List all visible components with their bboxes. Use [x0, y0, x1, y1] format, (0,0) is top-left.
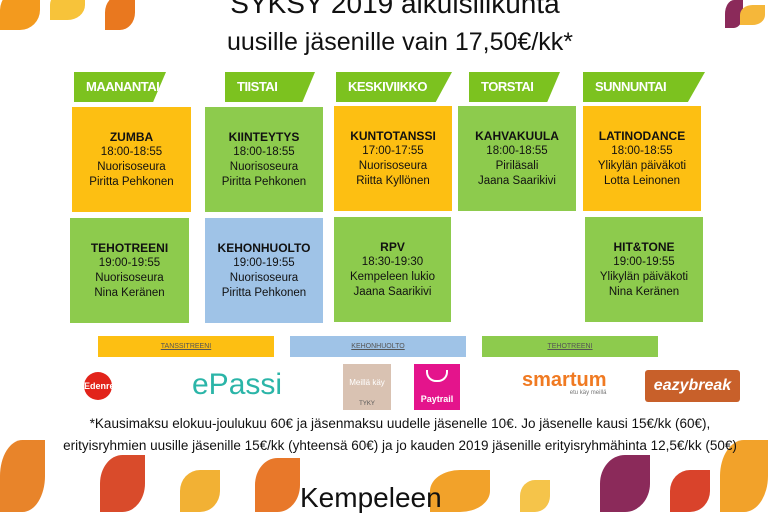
class-instructor: Lotta Leinonen: [603, 174, 681, 187]
smartum-tagline: etu käy meillä: [569, 390, 607, 396]
class-instructor: Nina Keränen: [608, 285, 680, 298]
class-name: RPV: [380, 239, 405, 254]
leaf-decoration: [725, 0, 743, 28]
class-instructor: Piritta Pehkonen: [221, 286, 307, 299]
class-instructor: Piritta Pehkonen: [89, 175, 174, 188]
footnote-line-1: *Kausimaksu elokuu-joulukuu 60€ ja jäsen…: [89, 416, 711, 431]
class-card: ZUMBA 18:00-18:55 Nuorisoseura Piritta Pehk…: [72, 107, 191, 212]
class-time: 17:00-17:55: [362, 144, 424, 157]
footnote-line-2: erityisryhmien uusille jäsenille 15€/kk …: [63, 438, 737, 453]
class-time: 18:30-19:30: [361, 255, 424, 268]
class-card: KIINTEYTYS 18:00-18:55 Nuorisoseura Piritta…: [205, 107, 323, 212]
class-time: 19:00-19:55: [613, 255, 675, 268]
class-name: KAHVAKUULA: [475, 128, 559, 143]
smartum-logo-text: smartum: [522, 369, 607, 391]
class-time: 18:00-18:55: [233, 145, 295, 158]
leaf-decoration: [50, 0, 85, 20]
class-place: Nuorisoseura: [358, 159, 428, 172]
day-header-tuesday: TIISTAI: [225, 72, 315, 102]
class-instructor: Nina Keränen: [94, 286, 165, 299]
leaf-decoration: [600, 455, 650, 512]
class-time: 19:00-19:55: [233, 256, 295, 269]
class-place: Nuorisoseura: [229, 160, 299, 173]
leaf-decoration: [105, 0, 135, 30]
class-card: RPV 18:30-19:30 Kempeleen lukio Jaana Saari…: [334, 217, 451, 322]
leaf-decoration: [670, 470, 710, 512]
class-card: HIT&TONE 19:00-19:55 Ylikylän päiväkoti Nin…: [585, 217, 703, 322]
leaf-decoration: [430, 470, 490, 512]
leaf-decoration: [740, 5, 765, 25]
page-title: SYKSY 2019 aikuisliikunta: [230, 0, 560, 19]
class-instructor: Piritta Pehkonen: [221, 175, 307, 188]
leaf-decoration: [255, 458, 300, 512]
tyky-logo-text: Meillä käy: [349, 378, 385, 387]
class-name: KIINTEYTYS: [228, 129, 300, 144]
class-card: LATINODANCE 18:00-18:55 Ylikylän päiväkoti…: [583, 106, 701, 211]
edenred-logo: Edenred: [84, 372, 120, 400]
tyky-logo: Meillä käy TYKY: [343, 364, 391, 410]
class-name: LATINODANCE: [598, 128, 686, 143]
class-time: 19:00-19:55: [98, 256, 161, 269]
class-instructor: Jaana Saarikivi: [353, 285, 432, 298]
class-place: Piriläsali: [495, 159, 539, 172]
leaf-decoration: [100, 455, 145, 512]
eazybreak-logo: eazybreak: [645, 370, 740, 402]
legend-tanssitreeni: TANSSITREENI: [98, 336, 274, 357]
tyky-logo-brand: TYKY: [359, 401, 375, 407]
leaf-decoration: [520, 480, 550, 512]
class-place: Ylikylän päiväkoti: [597, 159, 687, 172]
paytrail-logo-text: Paytrail: [420, 394, 454, 404]
edenred-logo-text: Edenred: [84, 381, 121, 391]
legend-tehotreeni: TEHOTREENI: [482, 336, 658, 357]
class-card: KEHONHUOLTO 19:00-19:55 Nuorisoseura Piritt…: [205, 218, 323, 323]
epassi-logo: ePassi: [192, 368, 283, 401]
class-time: 18:00-18:55: [611, 144, 673, 157]
leaf-decoration: [180, 470, 220, 512]
class-place: Nuorisoseura: [97, 160, 166, 173]
class-place: Nuorisoseura: [95, 271, 164, 284]
class-name: HIT&TONE: [613, 239, 675, 254]
class-card: TEHOTREENI 19:00-19:55 Nuorisoseura Nina Ke…: [70, 218, 189, 323]
class-instructor: Riitta Kyllönen: [356, 174, 430, 187]
class-place: Kempeleen lukio: [349, 270, 436, 283]
class-place: Nuorisoseura: [229, 271, 299, 284]
footer-brand: Kempeleen: [300, 482, 442, 513]
class-time: 18:00-18:55: [486, 144, 548, 157]
leaf-decoration: [720, 440, 768, 512]
page-subtitle: uusille jäsenille vain 17,50€/kk*: [226, 28, 574, 56]
day-header-thursday: TORSTAI: [469, 72, 560, 102]
legend-kehonhuolto: KEHONHUOLTO: [290, 336, 466, 357]
paytrail-logo: Paytrail: [414, 364, 460, 410]
smartum-logo: smartum etu käy meillä: [522, 370, 606, 396]
class-name: KUNTOTANSSI: [350, 128, 436, 143]
day-header-wednesday: KESKIVIIKKO: [336, 72, 452, 102]
class-card: KUNTOTANSSI 17:00-17:55 Nuorisoseura Riitta…: [334, 106, 452, 211]
class-name: TEHOTREENI: [90, 240, 169, 255]
class-time: 18:00-18:55: [100, 145, 163, 158]
class-instructor: Jaana Saarikivi: [478, 174, 556, 187]
day-header-monday: MAANANTAI: [74, 72, 166, 102]
day-header-sunday: SUNNUNTAI: [583, 72, 705, 102]
class-place: Ylikylän päiväkoti: [599, 270, 689, 283]
class-name: ZUMBA: [109, 129, 154, 144]
class-card: KAHVAKUULA 18:00-18:55 Piriläsali Jaana Saa…: [458, 106, 576, 211]
leaf-decoration: [0, 440, 45, 512]
class-name: KEHONHUOLTO: [217, 240, 311, 255]
shopping-bag-icon: [426, 370, 448, 382]
